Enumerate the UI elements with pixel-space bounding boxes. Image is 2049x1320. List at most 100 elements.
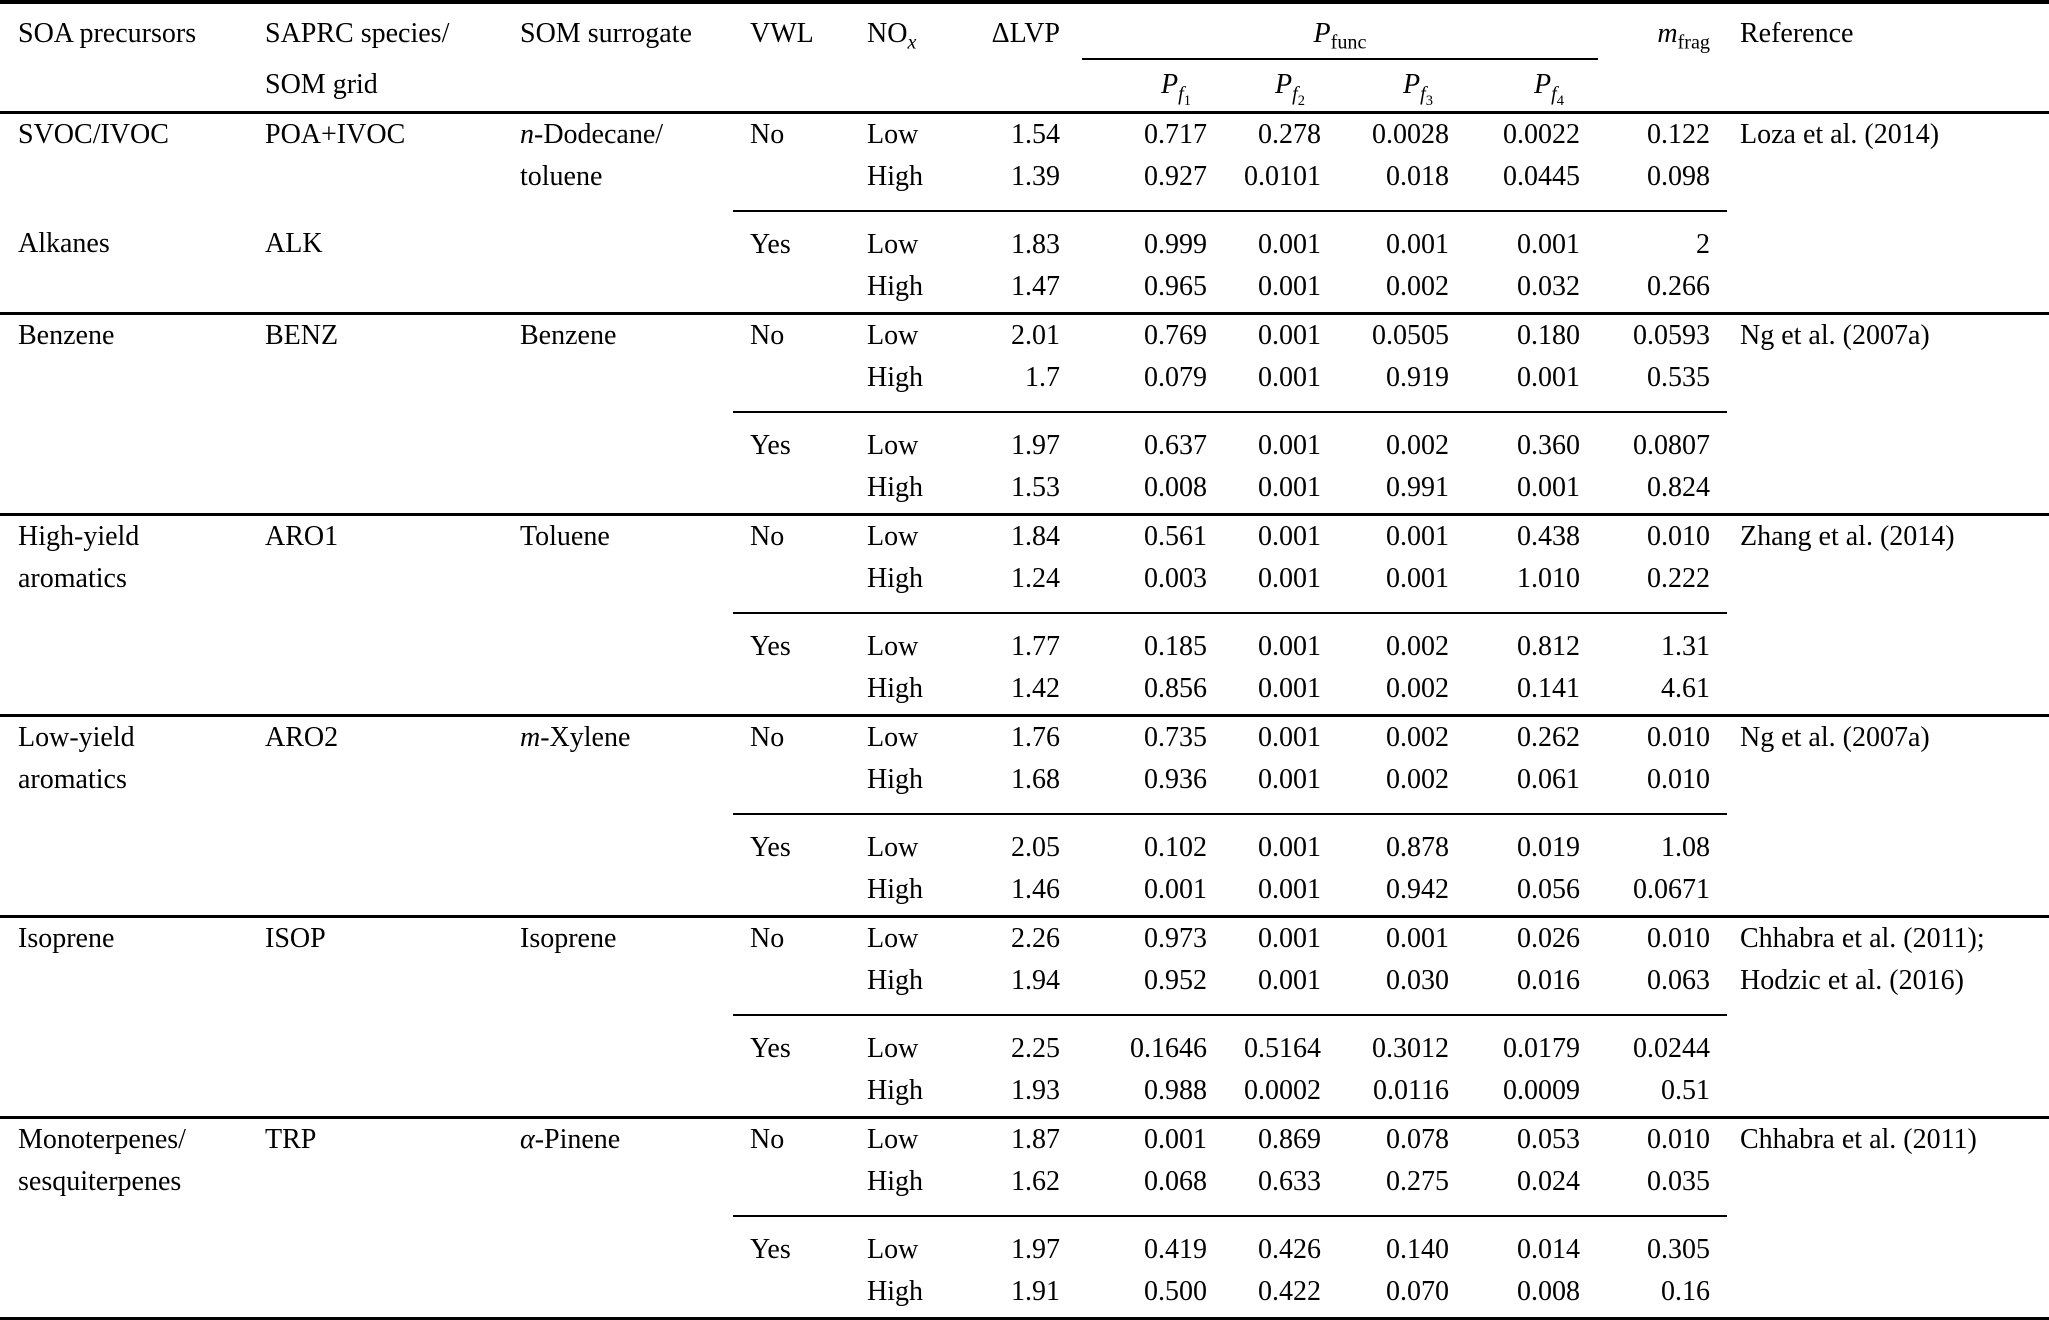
surrogate-segment: toluene (520, 161, 603, 192)
cell-pf3: 0.942 (1321, 869, 1449, 918)
cell-reference (1727, 668, 2049, 717)
col-header-soa-precursors: SOA precursors (0, 0, 265, 65)
pf4-base: P (1534, 69, 1552, 100)
cell-nox: Low (867, 320, 919, 351)
cell-som-surrogate: α-Pinene (520, 1118, 733, 1162)
header-spacer (733, 65, 830, 114)
cell-nox: High (867, 362, 923, 393)
cell-pf1: 0.856 (1060, 668, 1207, 717)
cell-pf2: 0.422 (1207, 1271, 1321, 1320)
surrogate-italic-segment: m (520, 722, 541, 753)
cell-pf4: 0.019 (1449, 813, 1580, 869)
table-row: High 1.46 0.001 0.001 0.942 0.056 0.0671 (0, 869, 2049, 918)
cell-nox: Low (867, 722, 919, 753)
cell-pf4: 0.0445 (1503, 161, 1580, 192)
cell-pf1: 0.419 (1060, 1215, 1207, 1271)
cell-nox: High (867, 764, 923, 795)
cell-dlvp: 1.93 (960, 1070, 1060, 1119)
table-row: High 1.91 0.500 0.422 0.070 0.008 0.16 (0, 1271, 2049, 1320)
cell-pf1: 0.735 (1144, 722, 1207, 753)
table-row: Yes Low 2.25 0.1646 0.5164 0.3012 0.0179 0.0244 (0, 1014, 2049, 1070)
cell-nox: Low (830, 612, 960, 668)
cell-mfrag: 0.010 (1647, 722, 1710, 753)
cell-vwl (733, 1070, 830, 1119)
col-header-pf2: Pf2 (1207, 65, 1321, 114)
cell-pf3: 0.018 (1386, 161, 1449, 192)
cell-saprc-species (265, 357, 520, 412)
cell-pf1: 0.952 (1144, 965, 1207, 996)
cell-pf4: 0.016 (1517, 965, 1580, 996)
cell-vwl (733, 1161, 830, 1216)
col-header-mfrag-base: m (1657, 18, 1678, 49)
cell-reference (1727, 558, 2049, 613)
table-row: Yes Low 1.97 0.419 0.426 0.140 0.014 0.305 (0, 1215, 2049, 1271)
cell-precursor (0, 1216, 265, 1271)
col-header-pfunc-base: P (1313, 18, 1331, 49)
col-header-nox-sub: x (907, 31, 917, 54)
cell-precursor (0, 357, 265, 412)
cell-precursor (0, 613, 265, 668)
cell-vwl: Yes (733, 1215, 830, 1271)
cell-pf1: 0.1646 (1060, 1014, 1207, 1070)
cell-reference: Hodzic et al. (2016) (1740, 965, 1964, 996)
cell-pf4: 0.0179 (1449, 1014, 1580, 1070)
cell-precursor (0, 1015, 265, 1070)
cell-saprc-species (265, 1070, 520, 1119)
col-header-reference: Reference (1727, 0, 2049, 65)
col-header-som-grid: SOM grid (265, 65, 520, 114)
cell-dlvp: 1.77 (960, 612, 1060, 668)
cell-pf3: 0.030 (1386, 965, 1449, 996)
cell-reference: Chhabra et al. (2011); (1740, 923, 1985, 954)
cell-saprc-species (265, 412, 520, 467)
cell-precursor (0, 668, 265, 717)
table-row: High 1.42 0.856 0.001 0.002 0.141 4.61 (0, 668, 2049, 717)
col-header-pf4: Pf4 (1449, 65, 1580, 114)
cell-vwl: No (750, 722, 785, 753)
cell-vwl: No (750, 1124, 785, 1155)
cell-dlvp: 1.62 (1011, 1166, 1060, 1197)
cell-mfrag: 0.51 (1580, 1070, 1727, 1119)
cell-dlvp: 1.97 (960, 1215, 1060, 1271)
pf4-sub: f (1551, 82, 1557, 105)
cell-pf3: 0.002 (1386, 722, 1449, 753)
cell-som-surrogate (520, 1216, 733, 1271)
cell-pf4: 0.056 (1449, 869, 1580, 918)
cell-mfrag: 0.824 (1580, 467, 1727, 516)
cell-saprc-species (265, 266, 520, 315)
cell-dlvp: 2.05 (960, 813, 1060, 869)
cell-dlvp: 1.68 (1011, 764, 1060, 795)
cell-pf1: 0.936 (1144, 764, 1207, 795)
cell-som-surrogate (520, 668, 733, 717)
cell-som-surrogate (520, 1015, 733, 1070)
cell-saprc-species (265, 156, 520, 211)
cell-pf1: 0.500 (1060, 1271, 1207, 1320)
cell-nox: High (867, 1166, 923, 1197)
table-row: Yes Low 1.97 0.637 0.001 0.002 0.360 0.0807 (0, 411, 2049, 467)
cell-reference: Loza et al. (2014) (1740, 119, 1940, 150)
surrogate-segment: Benzene (520, 320, 617, 351)
cell-precursor (0, 960, 265, 1015)
cell-saprc-species (265, 1015, 520, 1070)
cell-pf2: 0.0101 (1244, 161, 1321, 192)
cell-pf3: 0.0505 (1372, 320, 1449, 351)
table-row: Low-yield ARO2 m-Xylene No Low 1.76 0.735 0.001… (0, 716, 2049, 760)
table-row: Yes Low 2.05 0.102 0.001 0.878 0.019 1.08 (0, 813, 2049, 869)
table-row: sesquiterpenes High 1.62 0.068 0.633 0.275 0.0… (0, 1161, 2049, 1216)
cell-dlvp: 1.84 (1011, 521, 1060, 552)
cell-saprc-species (265, 1161, 520, 1216)
table-row: Yes Low 1.77 0.185 0.001 0.002 0.812 1.31 (0, 612, 2049, 668)
cell-nox: High (830, 1271, 960, 1320)
cell-som-surrogate (520, 1161, 733, 1216)
cell-pf1: 0.001 (1144, 1124, 1207, 1155)
cell-pf2: 0.001 (1207, 813, 1321, 869)
cell-pf4: 0.0022 (1503, 119, 1580, 150)
cell-pf1: 0.185 (1060, 612, 1207, 668)
pf1-sub: f (1178, 82, 1184, 105)
cell-saprc-species (265, 467, 520, 516)
pf2-index: 2 (1297, 92, 1305, 109)
cell-reference: Chhabra et al. (2011) (1740, 1124, 1977, 1155)
table-row: toluene High 1.39 0.927 0.0101 0.018 0.0445 0.0… (0, 156, 2049, 211)
cell-mfrag: 0.222 (1647, 563, 1710, 594)
col-header-vwl: VWL (733, 0, 830, 65)
cell-mfrag: 2 (1580, 210, 1727, 266)
